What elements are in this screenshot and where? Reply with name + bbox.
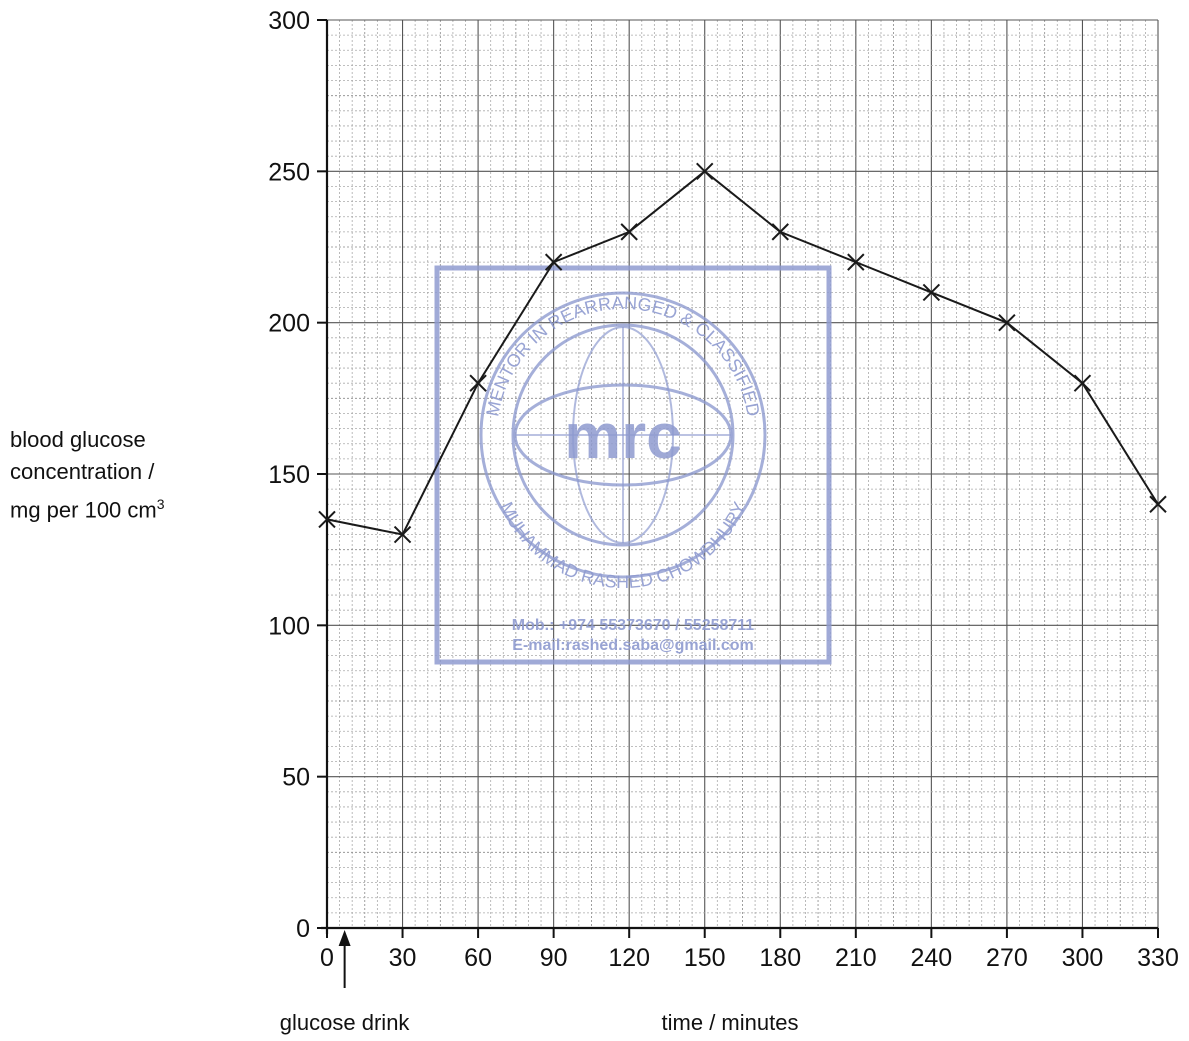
data-point — [1073, 374, 1092, 392]
data-point-stroke — [544, 253, 563, 271]
data-point — [469, 374, 487, 392]
y-axis-label-line-2: concentration / — [10, 459, 155, 484]
x-tick-label: 210 — [835, 944, 877, 972]
x-tick-label: 270 — [986, 944, 1028, 972]
data-point — [393, 525, 412, 544]
data-point — [922, 283, 941, 302]
y-axis-label-unit: mg per 100 cm — [10, 497, 157, 523]
watermark-stamp: MENTOR IN REARRANGED & CLASSIFIED MUHAMM… — [434, 265, 832, 665]
data-point-stroke — [847, 253, 865, 271]
series-line — [326, 170, 1159, 536]
data-point-stroke — [696, 162, 714, 181]
x-tick-label: 150 — [684, 944, 726, 972]
x-tick-label: 180 — [759, 944, 801, 972]
data-point-stroke — [620, 223, 638, 241]
annotation-label: glucose drink — [280, 1010, 411, 1035]
data-point — [544, 253, 563, 271]
tick-labels: 0 30 60 90 120 150 180 210 240 270 300 330 0 50 100 150… — [268, 7, 1179, 1035]
watermark-mobile: Mob.: +974 55373670 / 55258711 — [512, 617, 755, 634]
y-axis-label-superscript: 3 — [156, 496, 165, 512]
x-tick-label: 300 — [1062, 944, 1104, 972]
x-tick-label: 240 — [911, 944, 953, 972]
watermark-monogram: mrc — [564, 400, 681, 472]
y-tick-label: 300 — [268, 7, 310, 35]
x-axis-label: time / minutes — [662, 1010, 799, 1035]
y-tick-label: 50 — [282, 764, 310, 792]
y-tick-label: 250 — [268, 158, 310, 186]
data-point-stroke — [318, 510, 336, 529]
x-tick-label: 90 — [540, 944, 568, 972]
annotation-arrow-head — [338, 930, 351, 946]
x-tick-label: 30 — [389, 944, 417, 972]
x-tick-label: 60 — [464, 944, 492, 972]
data-point — [1149, 495, 1167, 513]
annotations: glucose drink — [280, 930, 411, 1035]
x-tick-label: 330 — [1137, 944, 1179, 972]
y-axis-label-line-3: mg per 100 cm3 — [10, 488, 165, 526]
y-tick-label: 100 — [268, 612, 310, 640]
data-series — [318, 162, 1167, 544]
watermark-email: E-mail:rashed.saba@gmail.com — [512, 637, 753, 654]
data-point-stroke — [922, 283, 941, 302]
data-point-stroke — [393, 525, 412, 544]
data-point — [318, 510, 336, 529]
y-tick-label: 200 — [268, 310, 310, 338]
data-point — [620, 223, 638, 241]
axes — [317, 19, 1159, 938]
y-axis-label-line-1: blood glucose — [10, 427, 146, 452]
x-tick-label: 120 — [608, 944, 650, 972]
data-point-stroke — [469, 374, 487, 392]
y-tick-label: 150 — [268, 461, 310, 489]
data-point — [771, 223, 789, 241]
grid — [326, 19, 1159, 929]
data-point-stroke — [998, 313, 1016, 332]
data-point — [998, 313, 1016, 332]
x-tick-label: 0 — [320, 944, 334, 972]
y-axis-label: blood glucose concentration / mg per 100… — [10, 424, 165, 526]
data-point-stroke — [1073, 374, 1092, 392]
data-point — [696, 162, 714, 181]
y-tick-label: 0 — [296, 915, 310, 943]
data-point — [847, 253, 865, 271]
data-point-stroke — [771, 223, 789, 241]
data-point-stroke — [1149, 495, 1167, 513]
